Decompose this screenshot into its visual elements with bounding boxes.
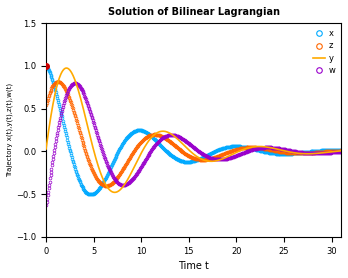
z [44,104,48,107]
y [179,140,183,143]
x [44,64,48,68]
x [120,143,125,146]
w [44,203,48,207]
w [267,146,271,149]
x [218,147,222,151]
z [242,146,246,149]
w [178,136,182,139]
x [339,149,343,152]
y [242,148,246,151]
Line: y: y [46,68,341,192]
z [219,153,223,157]
w [97,138,101,142]
z [97,180,101,183]
y [112,191,117,194]
w [339,150,343,153]
x [178,159,182,162]
x [267,151,271,154]
y [267,146,271,149]
y [121,185,125,188]
y [219,158,223,161]
z [339,149,343,152]
x [97,187,101,191]
y [97,166,101,169]
z [56,80,60,83]
X-axis label: Time t: Time t [178,261,209,271]
z [267,148,271,151]
x [242,145,246,148]
Y-axis label: Trajectory x(t),y(t),z(t),w(t): Trajectory x(t),y(t),z(t),w(t) [7,83,14,177]
y [339,149,343,152]
z [104,184,108,187]
z [121,168,125,171]
y [64,66,68,70]
Line: z: z [45,80,342,187]
w [242,151,246,154]
w [120,183,125,187]
Line: x: x [45,64,342,196]
y [44,147,48,151]
w [218,158,222,161]
x [89,193,93,196]
z [179,149,183,152]
Title: Solution of Bilinear Lagrangian: Solution of Bilinear Lagrangian [108,7,279,17]
Legend: x, z, y, w: x, z, y, w [311,28,337,77]
w [73,81,77,85]
Line: w: w [45,82,342,207]
